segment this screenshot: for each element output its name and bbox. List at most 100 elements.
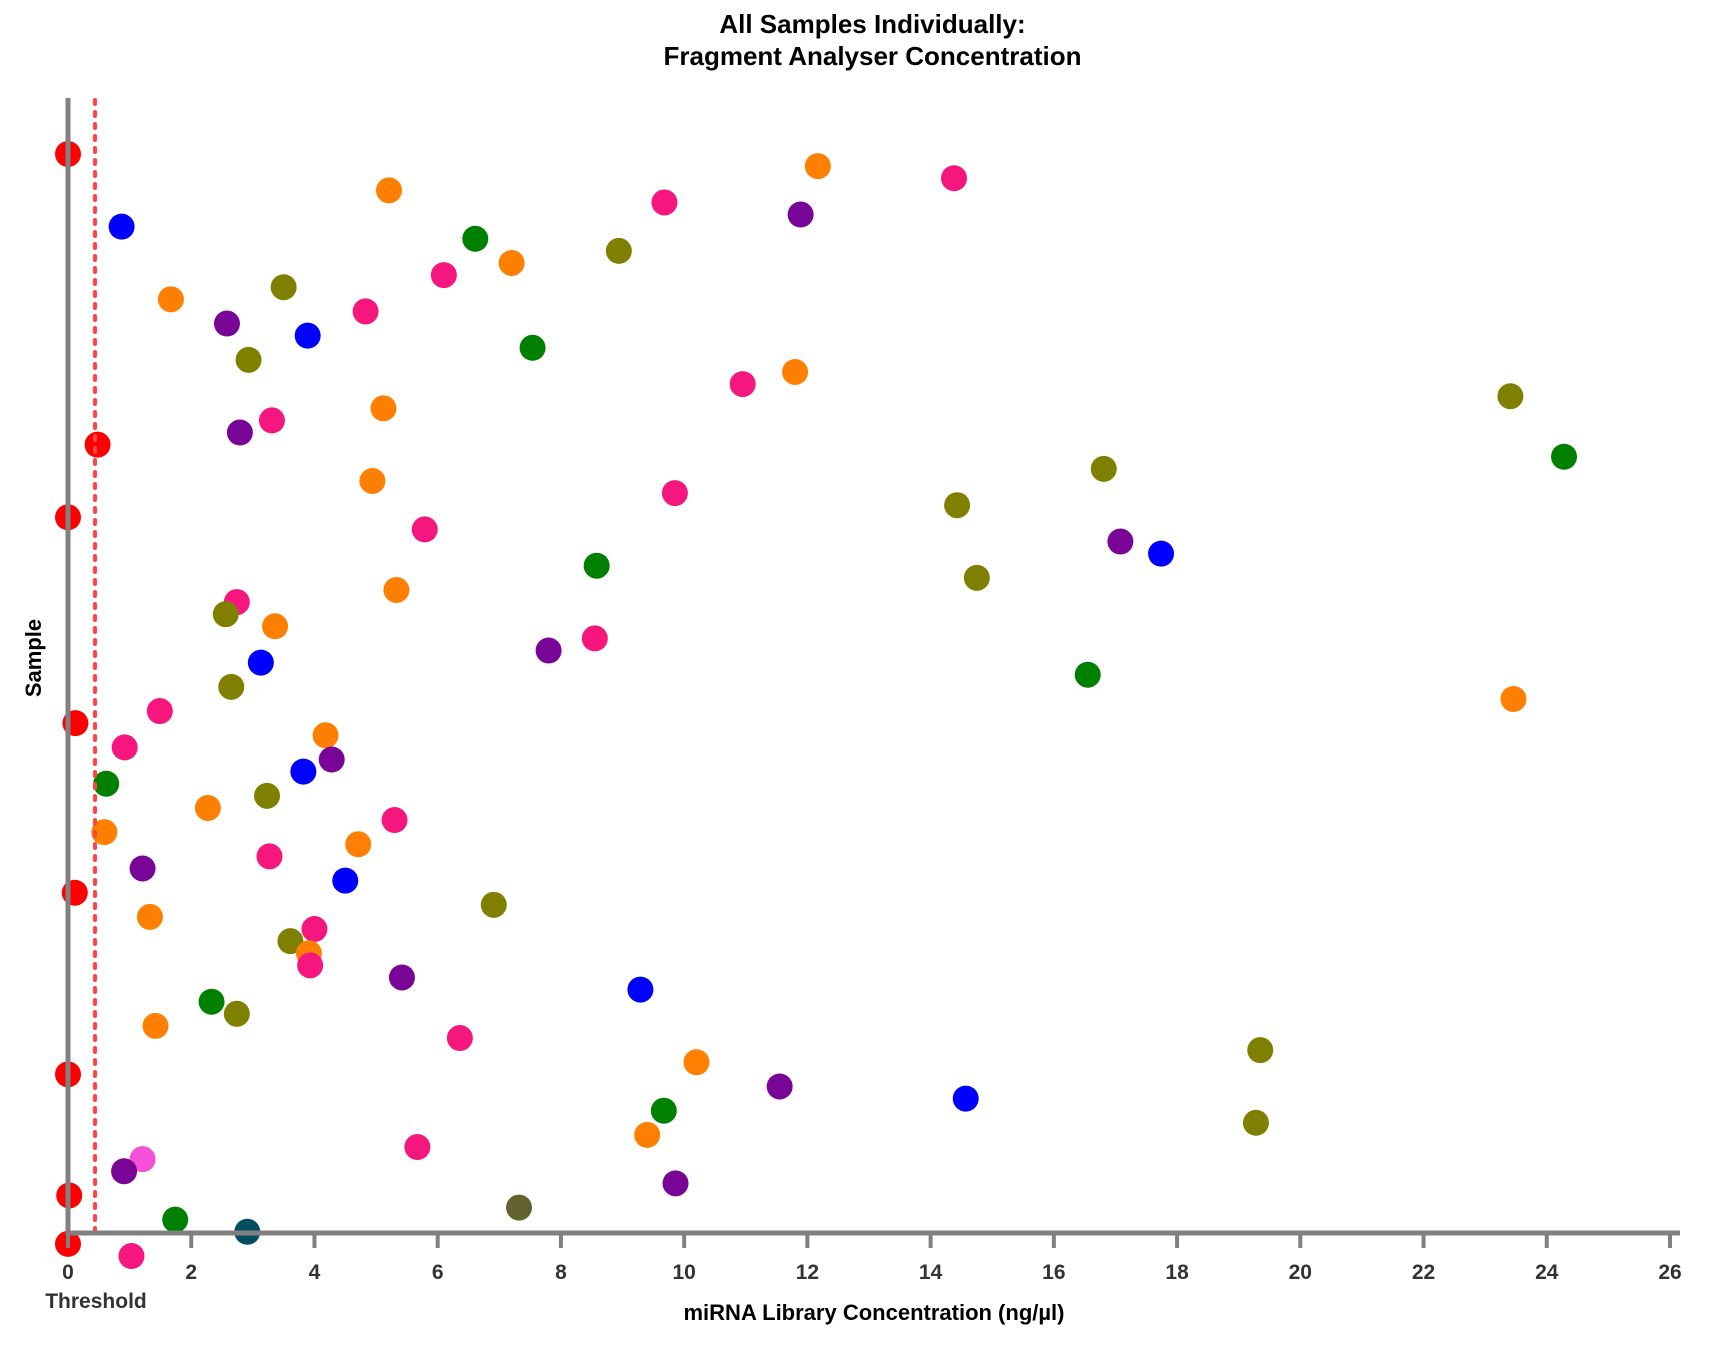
data-point <box>683 1049 710 1076</box>
data-point <box>111 1158 138 1185</box>
x-tick-label: 2 <box>185 1261 197 1284</box>
x-tick-label: 8 <box>555 1261 567 1284</box>
data-point <box>383 576 410 603</box>
data-point <box>411 516 438 543</box>
data-point <box>729 371 756 398</box>
data-point <box>136 903 163 930</box>
data-point <box>312 722 339 749</box>
data-point <box>294 322 321 349</box>
y-axis-label: Sample <box>21 619 46 697</box>
data-point <box>235 346 262 373</box>
data-point <box>91 819 118 846</box>
x-axis-ticks: 0 2 4 6 8 10 12 14 16 18 20 22 24 26 <box>62 1233 1682 1284</box>
data-point <box>804 153 831 180</box>
data-point <box>766 1073 793 1100</box>
x-tick-label: 10 <box>672 1261 695 1284</box>
data-point <box>376 177 403 204</box>
data-point <box>782 358 809 385</box>
data-point <box>212 601 239 628</box>
data-point <box>258 407 285 434</box>
chart-title-line1: All Samples Individually: <box>719 9 1026 39</box>
data-point <box>963 564 990 591</box>
data-point <box>462 225 489 252</box>
x-tick-label: 4 <box>309 1261 321 1284</box>
data-point <box>583 552 610 579</box>
x-axis-label: miRNA Library Concentration (ng/µl) <box>684 1300 1065 1325</box>
data-point <box>129 855 156 882</box>
data-point <box>93 770 120 797</box>
data-point <box>277 928 304 955</box>
x-tick-label: 16 <box>1042 1261 1065 1284</box>
data-point <box>787 201 814 228</box>
data-point <box>1551 443 1578 470</box>
threshold-label: Threshold <box>45 1290 147 1313</box>
data-point <box>661 480 688 507</box>
data-point <box>430 262 457 289</box>
data-point <box>157 286 184 313</box>
data-point <box>662 1170 689 1197</box>
data-point <box>223 1000 250 1027</box>
data-point <box>446 1025 473 1052</box>
data-point <box>111 734 138 761</box>
data-point <box>359 467 386 494</box>
data-point <box>1074 661 1101 688</box>
data-point <box>634 1121 661 1148</box>
data-point <box>519 334 546 361</box>
data-point <box>581 625 608 652</box>
data-point <box>1242 1109 1269 1136</box>
x-tick-label: 0 <box>62 1261 74 1284</box>
data-point <box>84 431 111 458</box>
data-point <box>142 1012 169 1039</box>
data-point <box>194 794 221 821</box>
x-tick-label: 12 <box>796 1261 819 1284</box>
data-point <box>944 492 971 519</box>
data-point <box>627 976 654 1003</box>
data-point <box>952 1085 979 1112</box>
chart-title: All Samples Individually: Fragment Analy… <box>0 8 1717 72</box>
x-tick-label: 18 <box>1165 1261 1189 1284</box>
data-point <box>301 916 328 943</box>
data-point <box>198 988 225 1015</box>
data-point <box>290 758 317 785</box>
data-point <box>651 189 678 216</box>
data-point <box>256 843 283 870</box>
data-point <box>650 1097 677 1124</box>
data-point <box>535 637 562 664</box>
data-point <box>381 807 408 834</box>
data-point <box>270 274 297 301</box>
data-point <box>1247 1037 1274 1064</box>
x-tick-label: 14 <box>919 1261 943 1284</box>
data-point <box>146 698 173 725</box>
data-points <box>55 141 1578 1270</box>
data-point <box>1090 455 1117 482</box>
data-point <box>129 1146 156 1173</box>
data-point <box>941 165 968 192</box>
data-point <box>480 891 507 918</box>
data-point <box>108 213 135 240</box>
x-tick-label: 20 <box>1289 1261 1312 1284</box>
x-tick-label: 26 <box>1658 1261 1681 1284</box>
data-point <box>118 1243 145 1270</box>
data-point <box>213 310 240 337</box>
data-point <box>404 1134 431 1161</box>
data-point <box>1500 685 1527 712</box>
data-point <box>297 952 324 979</box>
data-point <box>605 237 632 264</box>
x-tick-label: 6 <box>432 1261 444 1284</box>
data-point <box>218 673 245 700</box>
x-tick-label: 22 <box>1412 1261 1435 1284</box>
data-point <box>262 613 289 640</box>
data-point <box>498 249 525 276</box>
chart-title-line2: Fragment Analyser Concentration <box>663 41 1082 71</box>
data-point <box>254 782 281 809</box>
data-point <box>1148 540 1175 567</box>
data-point <box>506 1194 533 1221</box>
data-point <box>388 964 415 991</box>
data-point <box>318 746 345 773</box>
data-point <box>247 649 274 676</box>
data-point <box>1497 383 1524 410</box>
data-point <box>345 831 372 858</box>
data-point <box>352 298 379 325</box>
x-tick-label: 24 <box>1535 1261 1559 1284</box>
